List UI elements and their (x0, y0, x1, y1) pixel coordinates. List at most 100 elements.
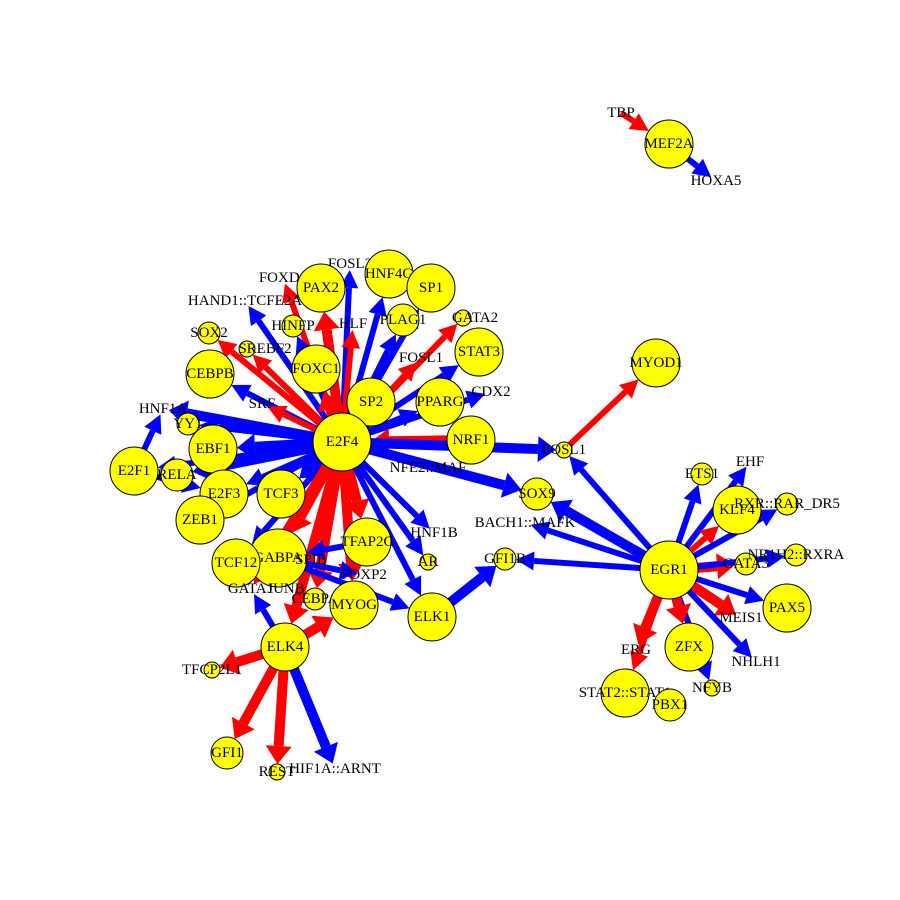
node-label: ZEB1 (182, 512, 218, 528)
edge-arrowhead (231, 384, 252, 402)
node-label: SREBF2 (238, 341, 291, 357)
node-label: FOSL2 (328, 256, 372, 272)
edge-arrowhead (757, 509, 778, 527)
node-circle (653, 688, 687, 722)
node-label: SPIB (295, 552, 327, 568)
node-circle (203, 661, 221, 679)
node-circle (762, 583, 812, 633)
edge-arrowhead (397, 362, 417, 382)
node-e2f1: E2F1 (109, 446, 159, 496)
node-label: HNF4G (365, 266, 414, 282)
node-label: E2F4 (326, 434, 359, 450)
node-circle (312, 412, 372, 472)
edge-arrowhead (500, 472, 522, 498)
edge-arrowhead (630, 650, 648, 671)
node-circle (644, 119, 694, 169)
node-ets1: ETS1 (685, 462, 719, 486)
node-rxr-rar-dr5: RXR::RAR_DR5 (734, 492, 840, 516)
node-elk1: ELK1 (407, 592, 457, 642)
edge-e2f4-to-fosl1b (341, 436, 557, 463)
node-zfx: ZFX (664, 622, 714, 672)
edge-arrowhead (144, 414, 162, 435)
edge-arrowhead (217, 339, 238, 359)
edge-tbp-to-mef2a (619, 110, 649, 131)
node-circle (109, 446, 159, 496)
node-circle (631, 338, 681, 388)
edge-arrowhead (683, 484, 702, 505)
node-tcf12: TCF12 (211, 538, 261, 588)
node-cebpa: CEBPA (292, 587, 339, 611)
node-e2f4: E2F4 (312, 412, 372, 472)
edge-arrowhead (404, 575, 422, 596)
node-label: HOXA5 (691, 173, 742, 189)
edge-arrowhead (231, 716, 255, 739)
node-circle (703, 679, 721, 697)
node-label: MYOD1 (629, 355, 682, 371)
node-circle (260, 622, 310, 672)
node-circle (175, 495, 225, 545)
node-circle (407, 592, 457, 642)
node-label: EBF1 (195, 441, 230, 457)
edge-arrowhead (744, 586, 765, 605)
node-gata3: GATA3 (723, 552, 769, 576)
node-label: NFE2::MAF (390, 460, 467, 476)
node-circle (454, 309, 472, 327)
edge-arrowhead (338, 561, 359, 580)
node-pbx1: PBX1 (652, 688, 688, 722)
node-label: SOX2 (190, 325, 228, 341)
node-label: SRF (249, 396, 276, 412)
node-nfe2-maf: NFE2::MAF (390, 460, 467, 476)
node-circle (346, 377, 396, 427)
node-label: ZFX (675, 639, 704, 655)
node-label: ELK4 (267, 639, 304, 655)
node-circle (303, 587, 327, 611)
node-label: HINFP (271, 318, 314, 334)
node-klf4: KLF4 (712, 485, 762, 535)
node-srf: SRF (249, 396, 276, 412)
node-label: E2F3 (208, 486, 241, 502)
node-label: GATA3 (723, 556, 769, 572)
node-circle (386, 303, 420, 337)
node-elk4: ELK4 (260, 622, 310, 672)
edge-arrowhead (267, 405, 288, 423)
node-label: ELK1 (414, 609, 451, 625)
node-label: CEBPB (186, 366, 234, 382)
edge-arrowhead (628, 113, 649, 131)
node-circle (238, 340, 256, 358)
node-tfap2c: TFAP2C (340, 517, 394, 567)
edge-arrowhead (313, 311, 340, 332)
node-nrf1: NRF1 (446, 415, 496, 465)
node-circle (454, 327, 504, 377)
node-rela: RELA (157, 458, 197, 492)
node-label: GATA2 (452, 310, 498, 326)
node-label: STAT3 (458, 344, 500, 360)
node-myod1: MYOD1 (629, 338, 683, 388)
node-hnf1a: HNF1A (139, 401, 188, 417)
edge-arrowhead (728, 466, 747, 487)
node-label: TCF12 (215, 555, 258, 571)
node-cdx2: CDX2 (471, 384, 510, 400)
edge-arrowhead (410, 509, 430, 529)
node-circle (160, 458, 194, 492)
node-label: TBP (607, 105, 635, 121)
edge-arrowhead (474, 565, 497, 588)
edge-arrowhead (379, 334, 397, 355)
node-label: HLF (339, 316, 367, 332)
node-circle (639, 540, 699, 600)
node-label: E2F1 (118, 463, 151, 479)
node-srebf2: SREBF2 (238, 340, 292, 358)
node-circle (329, 580, 379, 630)
node-label: KLF4 (719, 502, 755, 518)
node-hnf1b: HNF1B (410, 525, 458, 541)
node-circle (446, 415, 496, 465)
node-fosl1b: FOSL1 (542, 441, 586, 459)
node-circle (775, 492, 799, 516)
node-label: EGR1 (650, 562, 688, 578)
edge-arrowhead (515, 551, 535, 571)
node-label: GATA1 (228, 581, 274, 597)
node-hnf4g: HNF4G (364, 249, 414, 299)
node-zeb1: ZEB1 (175, 495, 225, 545)
node-plag1: PLAG1 (380, 303, 426, 337)
node-label: RXR::RAR_DR5 (734, 496, 840, 512)
